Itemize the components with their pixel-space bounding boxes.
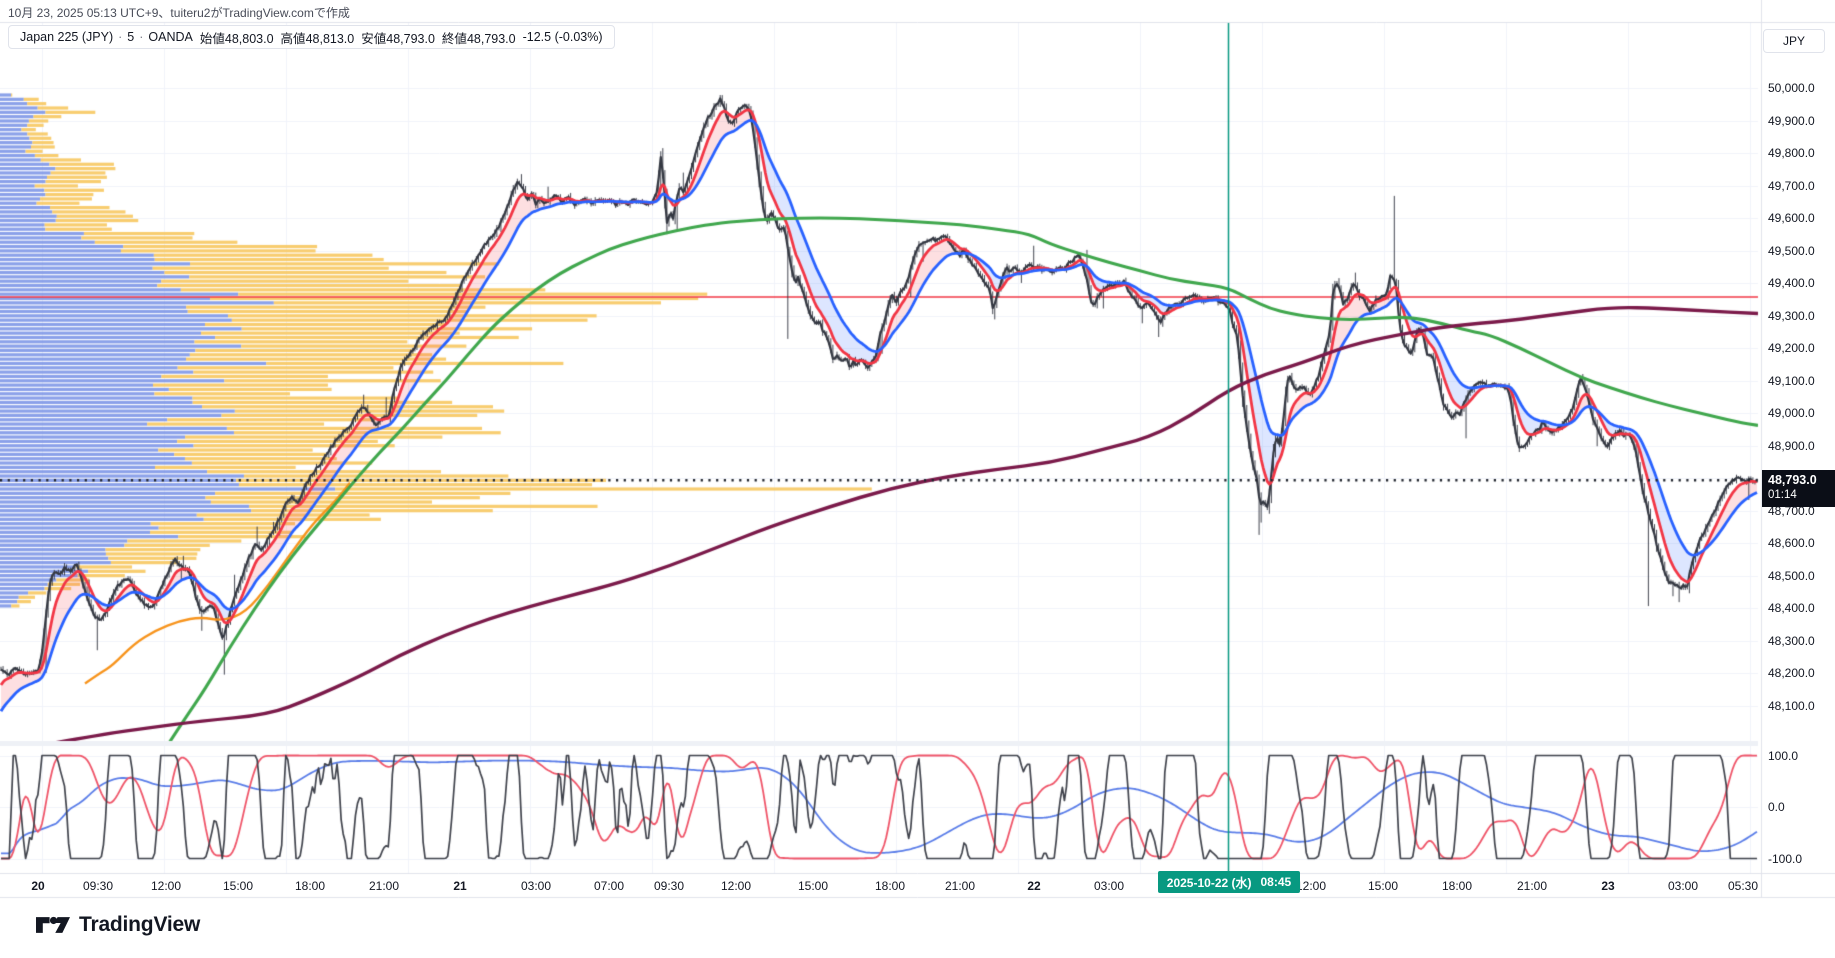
price-tick: 48,900.0 xyxy=(1768,438,1815,453)
time-tick: 20 xyxy=(31,879,45,893)
oscillator-tick: 0.0 xyxy=(1768,800,1785,814)
price-tick: 49,800.0 xyxy=(1768,146,1815,160)
price-tick: 49,400.0 xyxy=(1768,276,1815,290)
time-tick: 09:30 xyxy=(653,879,685,893)
crosshair-time: 08:45 xyxy=(1260,875,1292,889)
tradingview-logo-text: TradingView xyxy=(79,913,201,936)
legend-open: 始値48,803.0 xyxy=(199,31,274,46)
time-tick: 15:00 xyxy=(1367,879,1399,893)
crosshair-date: 2025-10-22 (水) xyxy=(1166,875,1252,890)
time-tick: 09:30 xyxy=(82,879,114,893)
tradingview-logo-link[interactable]: TradingView xyxy=(36,913,200,937)
legend-exchange: OANDA xyxy=(148,30,193,44)
price-tick: 48,500.0 xyxy=(1768,568,1815,583)
time-tick: 12:00 xyxy=(1295,879,1327,893)
price-tick: 49,900.0 xyxy=(1768,113,1815,128)
oscillator-tick: -100.0 xyxy=(1768,851,1803,866)
time-tick: 21:00 xyxy=(368,879,400,893)
time-tick: 18:00 xyxy=(294,879,326,893)
price-tick: 48,400.0 xyxy=(1768,601,1815,615)
price-tick: 50,000.0 xyxy=(1768,81,1815,95)
price-tick: 49,700.0 xyxy=(1768,178,1815,193)
price-tick: 49,000.0 xyxy=(1768,406,1815,420)
legend-symbol: Japan 225 (JPY) xyxy=(20,30,114,44)
time-tick: 18:00 xyxy=(1441,879,1473,893)
price-tick: 49,300.0 xyxy=(1768,308,1815,323)
legend-change: -12.5 (-0.03%) xyxy=(522,30,603,44)
time-tick: 21:00 xyxy=(944,879,976,893)
price-tick: 49,500.0 xyxy=(1768,243,1815,258)
time-tick: 15:00 xyxy=(222,879,254,893)
time-tick: 03:00 xyxy=(1667,879,1699,893)
oscillator-tick: 100.0 xyxy=(1768,748,1799,763)
crosshair-time-label: 2025-10-22 (水) 08:45 xyxy=(1158,871,1300,893)
time-tick: 23 xyxy=(1601,879,1615,893)
time-tick: 12:00 xyxy=(720,879,752,893)
time-tick: 03:00 xyxy=(1093,879,1125,893)
symbol-legend[interactable]: Japan 225 (JPY) · 5 · OANDA 始値48,803.0 高… xyxy=(8,25,615,49)
currency-toggle-button[interactable]: JPY xyxy=(1763,29,1825,53)
last-price-badge: 48,793.0 01:14 xyxy=(1762,470,1835,507)
legend-interval: 5 xyxy=(127,30,135,44)
last-price-value: 48,793.0 xyxy=(1768,473,1817,487)
attribution-text: 10月 23, 2025 05:13 UTC+9、tuiteru2がTradin… xyxy=(8,6,350,20)
time-tick: 18:00 xyxy=(874,879,906,893)
price-tick: 48,200.0 xyxy=(1768,666,1815,680)
time-tick: 05:30 xyxy=(1727,879,1759,893)
price-tick: 49,200.0 xyxy=(1768,341,1815,355)
time-tick: 21 xyxy=(453,879,467,893)
price-tick: 49,100.0 xyxy=(1768,373,1815,388)
bar-countdown: 01:14 xyxy=(1768,489,1797,501)
price-tick: 49,600.0 xyxy=(1768,211,1815,225)
time-tick: 03:00 xyxy=(520,879,552,893)
time-tick: 12:00 xyxy=(150,879,182,893)
legend-high: 高値48,813.0 xyxy=(280,31,355,46)
tradingview-logo-icon xyxy=(36,916,70,933)
legend-close: 終値48,793.0 xyxy=(441,31,516,46)
price-tick: 48,700.0 xyxy=(1768,503,1815,518)
time-tick: 21:00 xyxy=(1516,879,1548,893)
price-tick: 48,600.0 xyxy=(1768,536,1815,550)
time-tick: 22 xyxy=(1027,879,1041,893)
price-tick: 48,100.0 xyxy=(1768,698,1815,713)
time-tick: 07:00 xyxy=(593,879,625,893)
time-tick: 15:00 xyxy=(797,879,829,893)
legend-separator-icon: · xyxy=(118,30,123,44)
legend-separator-icon: · xyxy=(139,30,144,44)
price-tick: 48,300.0 xyxy=(1768,633,1815,648)
legend-low: 安値48,793.0 xyxy=(361,31,435,46)
